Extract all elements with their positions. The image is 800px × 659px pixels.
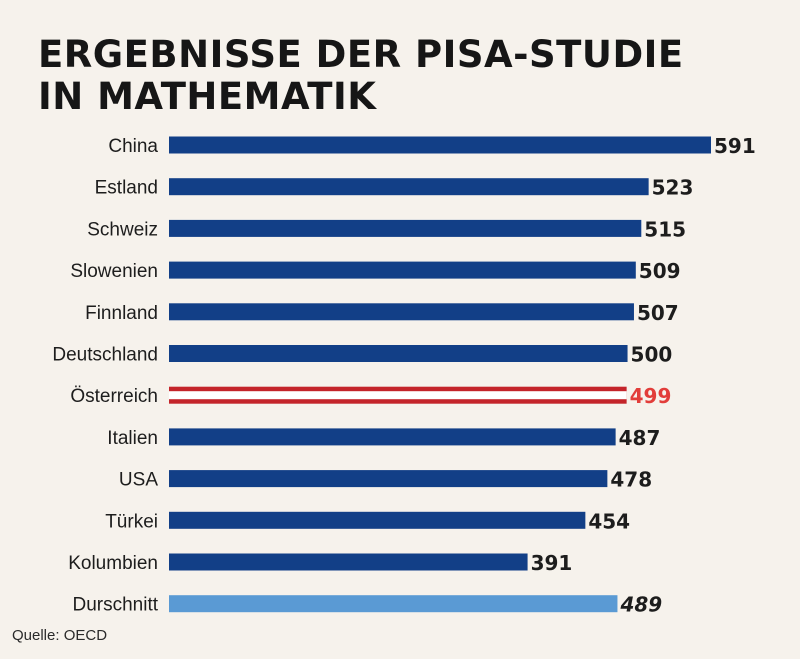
bar-italien: [169, 428, 616, 446]
bar-estland: [169, 178, 649, 196]
bar-kolumbien: [169, 553, 528, 571]
chart-title: ERGEBNISSE DER PISA-STUDIE IN MATHEMATIK: [38, 34, 684, 118]
category-label-schweiz: Schweiz: [87, 219, 158, 240]
category-label-italien: Italien: [107, 428, 158, 449]
bar-stripe-oesterreich: [169, 391, 627, 400]
value-label-schweiz: 515: [644, 217, 686, 241]
category-label-oesterreich: Österreich: [70, 386, 158, 407]
value-label-slowenien: 509: [639, 259, 681, 283]
chart-title-line-2: IN MATHEMATIK: [38, 75, 377, 118]
category-label-estland: Estland: [95, 178, 158, 199]
bar-finnland: [169, 303, 634, 321]
bar-usa: [169, 470, 608, 488]
value-label-china: 591: [714, 134, 756, 158]
value-label-italien: 487: [619, 426, 661, 450]
category-label-usa: USA: [119, 470, 158, 491]
bar-tuerkei: [169, 511, 586, 529]
category-label-slowenien: Slowenien: [70, 261, 158, 282]
value-label-estland: 523: [652, 176, 694, 200]
value-label-deutschland: 500: [631, 343, 673, 367]
bar-slowenien: [169, 261, 636, 279]
bar-deutschland: [169, 345, 628, 362]
value-label-kolumbien: 391: [531, 551, 573, 575]
bar-durschnitt: [169, 595, 618, 613]
category-label-durschnitt: Durschnitt: [72, 595, 158, 616]
bar-china: [169, 136, 711, 154]
bar-schweiz: [169, 219, 642, 237]
value-label-usa: 478: [610, 468, 652, 492]
value-label-oesterreich: 499: [630, 384, 672, 408]
category-label-finnland: Finnland: [85, 303, 158, 324]
value-label-durschnitt: 489: [619, 593, 662, 617]
source-note: Quelle: OECD: [12, 627, 108, 644]
category-label-china: China: [108, 136, 158, 157]
chart-title-line-1: ERGEBNISSE DER PISA-STUDIE: [38, 33, 684, 76]
value-label-tuerkei: 454: [588, 509, 630, 533]
value-label-finnland: 507: [637, 301, 679, 325]
category-label-deutschland: Deutschland: [52, 345, 158, 366]
category-label-kolumbien: Kolumbien: [68, 553, 158, 574]
category-label-tuerkei: Türkei: [105, 511, 158, 532]
